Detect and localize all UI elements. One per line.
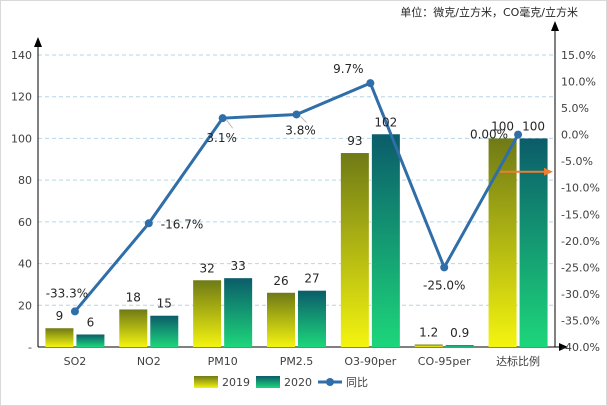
y-left-tick-label: 140 <box>11 49 32 62</box>
bar-data-label: 26 <box>273 274 288 288</box>
bar-2019[interactable] <box>119 309 148 347</box>
x-tick-label: 达标比例 <box>496 354 540 368</box>
y-right-tick-label: -5.0% <box>561 155 593 168</box>
line-point[interactable] <box>218 114 227 123</box>
bar-2019[interactable] <box>414 344 443 347</box>
line-data-label: 3.1% <box>206 131 237 145</box>
x-tick-label: CO-95per <box>418 355 471 368</box>
bar-data-label: 93 <box>347 134 362 148</box>
x-tick-label: PM2.5 <box>280 355 314 368</box>
label-leader <box>226 119 234 129</box>
line-point[interactable] <box>514 130 523 139</box>
y-right-tick-label: 5.0% <box>561 102 589 115</box>
bar-2019[interactable] <box>267 292 295 347</box>
unit-note: 单位：微克/立方米，CO毫克/立方米 <box>400 5 578 19</box>
bar-2020[interactable] <box>224 278 253 347</box>
bar-data-label: 6 <box>87 315 95 329</box>
annotation-arrow-head <box>544 167 553 176</box>
bar-2019[interactable] <box>193 280 222 347</box>
legend-label: 2019 <box>222 376 250 389</box>
y-right-tick-label: -10.0% <box>561 182 600 195</box>
y-right-tick-label: -30.0% <box>561 288 600 301</box>
bar-2019[interactable] <box>45 328 74 347</box>
x-axis-arrow <box>559 343 568 351</box>
bar-data-label: 33 <box>231 259 246 273</box>
bar-data-label: 27 <box>304 272 319 286</box>
line-point[interactable] <box>292 110 301 119</box>
bar-data-label: 9 <box>56 309 64 323</box>
bar-data-label: 100 <box>491 119 514 133</box>
y-right-tick-label: -40.0% <box>561 341 600 354</box>
y-right-tick-label: -35.0% <box>561 314 600 327</box>
x-tick-label: NO2 <box>137 355 161 368</box>
bar-2020[interactable] <box>371 134 400 347</box>
line-data-label: -25.0% <box>423 278 465 292</box>
line-data-label: 0.00% <box>470 128 508 142</box>
bar-2020[interactable] <box>76 334 105 347</box>
bar-data-label: 100 <box>522 119 545 133</box>
line-data-label: 9.7% <box>333 62 364 76</box>
bar-data-label: 15 <box>157 297 172 311</box>
bar-2019[interactable] <box>340 153 369 347</box>
y-axis-right-arrow <box>551 21 559 31</box>
bar-data-label: 18 <box>126 290 141 304</box>
y-left-tick-label: 80 <box>18 174 32 187</box>
y-left-tick-label: 60 <box>18 216 32 229</box>
y-right-tick-label: 15.0% <box>561 49 596 62</box>
y-left-tick-label: 40 <box>18 258 32 271</box>
y-right-tick-label: 0.0% <box>561 129 589 142</box>
line-point[interactable] <box>366 79 375 88</box>
y-right-tick-label: 10.0% <box>561 76 596 89</box>
legend-label: 同比 <box>346 376 368 389</box>
y-left-tick-label: 20 <box>18 299 32 312</box>
label-leader <box>300 116 307 123</box>
bar-2020[interactable] <box>150 315 179 347</box>
y-left-tick-label: 100 <box>11 132 32 145</box>
line-data-label: -16.7% <box>161 217 203 231</box>
x-tick-label: PM10 <box>208 355 238 368</box>
line-point[interactable] <box>144 219 153 228</box>
line-data-label: -33.3% <box>46 286 88 300</box>
bar-data-label: 1.2 <box>419 325 438 339</box>
line-data-label: 3.8% <box>285 123 316 137</box>
y-right-tick-label: -25.0% <box>561 261 600 274</box>
bar-2020[interactable] <box>298 290 326 347</box>
bar-2020[interactable] <box>519 138 548 347</box>
legend-swatch-2020 <box>256 376 280 388</box>
x-tick-label: O3-90per <box>344 355 396 368</box>
y-axis-left-arrow <box>34 37 42 47</box>
x-tick-label: SO2 <box>64 355 87 368</box>
y-left-tick-label: - <box>28 341 32 354</box>
line-point[interactable] <box>70 307 79 316</box>
line-point[interactable] <box>440 263 449 272</box>
legend-label: 2020 <box>284 376 312 389</box>
y-left-tick-label: 120 <box>11 91 32 104</box>
y-right-tick-label: -20.0% <box>561 235 600 248</box>
bar-2019[interactable] <box>488 138 517 347</box>
bar-data-label: 32 <box>200 261 215 275</box>
legend-swatch-2019 <box>194 376 218 388</box>
bar-2020[interactable] <box>445 345 474 347</box>
bar-data-label: 0.9 <box>450 326 469 340</box>
y-right-tick-label: -15.0% <box>561 208 600 221</box>
bar-data-label: 102 <box>374 115 397 129</box>
legend-swatch-marker <box>326 378 334 386</box>
